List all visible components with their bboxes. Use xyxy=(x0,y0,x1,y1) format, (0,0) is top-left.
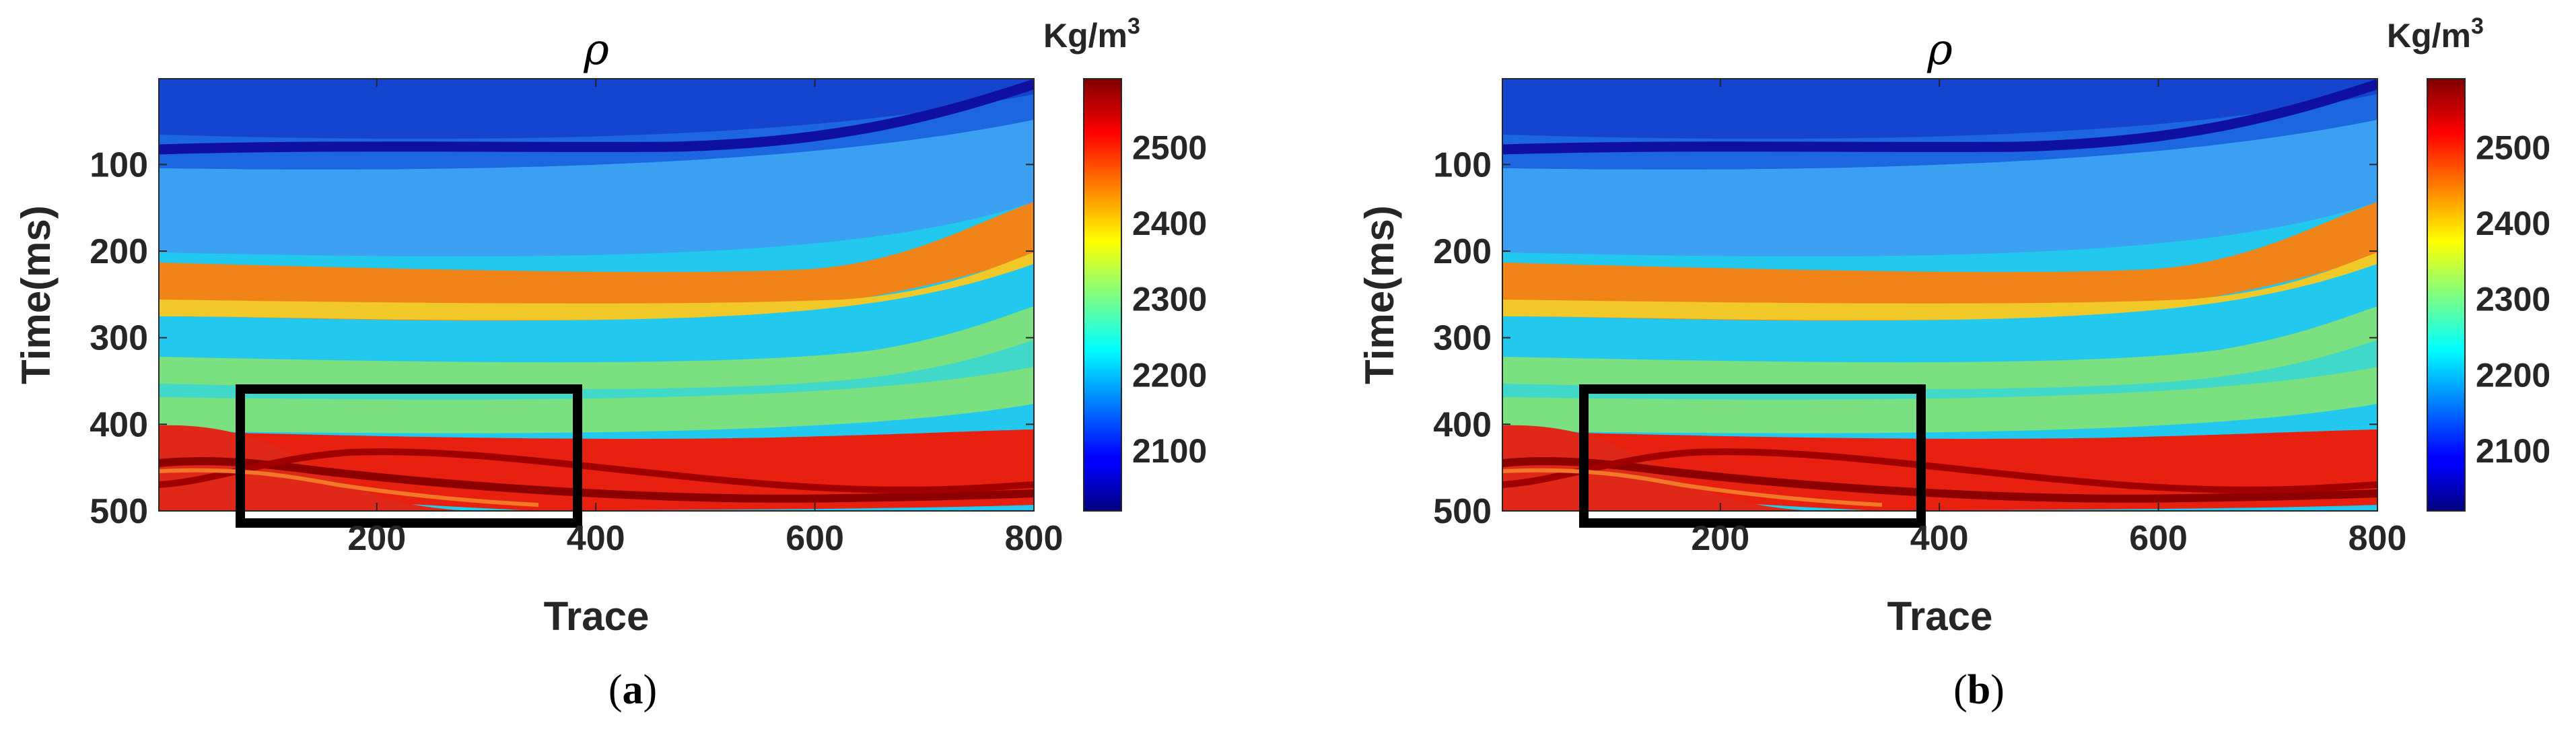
colorbar xyxy=(1083,78,1122,512)
axis-ticks: 200 400 600 800 100 200 300 400 500 2100 2200 2300 2… xyxy=(90,79,1207,558)
x-tick-label: 600 xyxy=(2129,519,2188,558)
layer-sky xyxy=(1502,120,2377,256)
highlight-box[interactable] xyxy=(1579,384,1926,528)
y-tick-label: 100 xyxy=(1433,145,1492,184)
colorbar-unit: Kg/m3 xyxy=(2387,13,2484,55)
caption-close-paren: ) xyxy=(643,667,658,713)
colorbar-tick-label: 2300 xyxy=(1132,281,1207,318)
horizon-orange xyxy=(1502,468,1883,507)
horizon-orange xyxy=(159,468,539,507)
x-tick-label: 200 xyxy=(1691,519,1749,558)
x-tick-label: 800 xyxy=(2348,519,2407,558)
layer-yellow-strip xyxy=(1502,252,2377,320)
horizon-dark-red-2 xyxy=(159,448,1034,493)
layer-top-band xyxy=(1502,79,2377,139)
caption: (b) xyxy=(1953,667,2005,713)
y-tick-label: 500 xyxy=(1433,492,1492,531)
y-tick-label: 400 xyxy=(1433,405,1492,444)
y-tick-label: 100 xyxy=(90,145,148,184)
x-tick-label: 200 xyxy=(347,519,406,558)
x-axis-label: Trace xyxy=(1887,594,1993,639)
colorbar-tick-label: 2100 xyxy=(1132,432,1207,470)
colorbar-unit-base: Kg/m xyxy=(2387,17,2471,55)
chart-title: ρ xyxy=(1926,25,1953,75)
caption-letter: b xyxy=(1968,667,1990,713)
caption-letter: a xyxy=(623,667,643,713)
layer-green xyxy=(1502,306,2377,433)
colorbar-tick-label: 2400 xyxy=(2476,205,2550,242)
x-axis-label: Trace xyxy=(544,594,650,639)
colorbar-tick-label: 2200 xyxy=(2476,356,2550,394)
y-tick-label: 500 xyxy=(90,492,148,531)
colorbar-unit-base: Kg/m xyxy=(1043,17,1127,55)
horizon-dark-blue xyxy=(159,79,1034,155)
heatmap-area xyxy=(159,79,1034,511)
caption-open-paren: ( xyxy=(1953,667,1968,713)
x-tick-label: 400 xyxy=(1910,519,1969,558)
y-tick-label: 300 xyxy=(90,319,148,358)
layer-orange xyxy=(1502,202,2377,321)
x-tick-label: 800 xyxy=(1005,519,1064,558)
y-axis-label: Time(ms) xyxy=(13,205,59,384)
horizon-dark-red-2 xyxy=(1502,448,2377,493)
colorbar-unit: Kg/m3 xyxy=(1043,13,1140,55)
colorbar-tick-label: 2500 xyxy=(2476,129,2550,166)
colorbar-tick-label: 2200 xyxy=(1132,356,1207,394)
x-tick-label: 600 xyxy=(786,519,844,558)
chart-title: ρ xyxy=(583,25,609,75)
y-tick-label: 300 xyxy=(1433,319,1492,358)
colorbar-tick-label: 2500 xyxy=(1132,129,1207,166)
caption-close-paren: ) xyxy=(1990,667,2005,713)
colorbar xyxy=(2427,78,2466,512)
layer-cyan-mid xyxy=(1502,340,2377,400)
y-tick-label: 400 xyxy=(90,405,148,444)
highlight-box[interactable] xyxy=(236,384,582,528)
layer-cyan-mid xyxy=(159,340,1034,400)
caption: (a) xyxy=(608,667,657,713)
colorbar-tick-label: 2300 xyxy=(2476,281,2550,318)
axis-ticks: 200 400 600 800 100 200 300 400 500 2100 2200 2300 2… xyxy=(1433,79,2550,558)
panel-b: 200 400 600 800 100 200 300 400 500 2100 2200 2300 2… xyxy=(1357,13,2550,713)
layer-yellow-strip xyxy=(159,252,1034,320)
colorbar-unit-sup: 3 xyxy=(1127,13,1140,39)
colorbar-tick-label: 2400 xyxy=(1132,205,1207,242)
y-tick-label: 200 xyxy=(1433,232,1492,271)
heatmap-area xyxy=(1502,79,2377,511)
layer-sky xyxy=(159,120,1034,256)
layer-orange xyxy=(159,202,1034,321)
horizon-dark-blue xyxy=(1502,79,2377,155)
colorbar-tick-label: 2100 xyxy=(2476,432,2550,470)
panel-a: 200 400 600 800 100 200 300 400 500 2100 2200 2300 2… xyxy=(13,13,1207,713)
layer-top-band xyxy=(159,79,1034,139)
caption-open-paren: ( xyxy=(608,667,623,713)
x-tick-label: 400 xyxy=(567,519,625,558)
y-axis-label: Time(ms) xyxy=(1357,205,1402,384)
colorbar-unit-sup: 3 xyxy=(2471,13,2484,39)
y-tick-label: 200 xyxy=(90,232,148,271)
layer-green xyxy=(159,306,1034,433)
